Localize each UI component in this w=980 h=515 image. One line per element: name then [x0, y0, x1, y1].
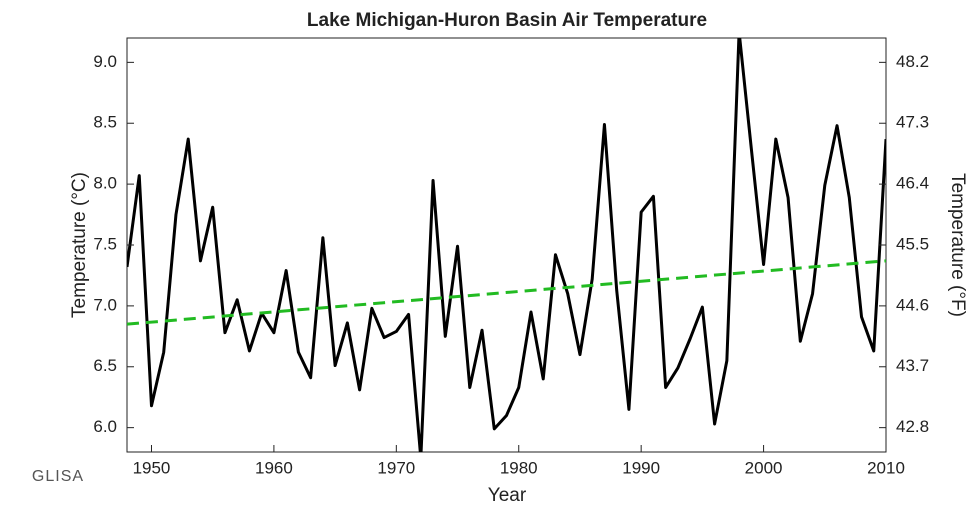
y2-tick-label: 42.8 — [896, 417, 929, 436]
plot-frame — [126, 37, 887, 453]
plot-area — [127, 38, 886, 452]
y-tick-label: 8.0 — [93, 174, 117, 193]
x-axis-label: Year — [488, 485, 527, 506]
y-tick-label: 6.0 — [93, 417, 117, 436]
trend-line — [127, 259, 886, 326]
y2-tick-label: 43.7 — [896, 356, 929, 375]
y2-axis-label: Temperature (°F) — [947, 173, 968, 317]
y2-tick-label: 46.4 — [896, 174, 929, 193]
y2-tick-label: 44.6 — [896, 295, 929, 314]
x-tick-label: 2000 — [745, 458, 783, 477]
y-tick-label: 9.0 — [93, 52, 117, 71]
x-tick-label: 1960 — [255, 458, 293, 477]
logo: GLISA — [32, 468, 84, 485]
y2-tick-label: 48.2 — [896, 52, 929, 71]
y-tick-label: 7.0 — [93, 295, 117, 314]
chart-title: Lake Michigan-Huron Basin Air Temperatur… — [307, 10, 707, 31]
y-axis-label: Temperature (°C) — [69, 172, 90, 318]
data-line — [127, 38, 886, 452]
y-tick-label: 7.5 — [93, 234, 117, 253]
y-tick-label: 6.5 — [93, 356, 117, 375]
x-tick-label: 1970 — [377, 458, 415, 477]
y-tick-label: 8.5 — [93, 113, 117, 132]
x-tick-label: 1950 — [133, 458, 171, 477]
x-tick-label: 1980 — [500, 458, 538, 477]
x-tick-label: 1990 — [622, 458, 660, 477]
y2-tick-label: 47.3 — [896, 113, 929, 132]
y2-tick-label: 45.5 — [896, 234, 929, 253]
x-tick-label: 2010 — [867, 458, 905, 477]
